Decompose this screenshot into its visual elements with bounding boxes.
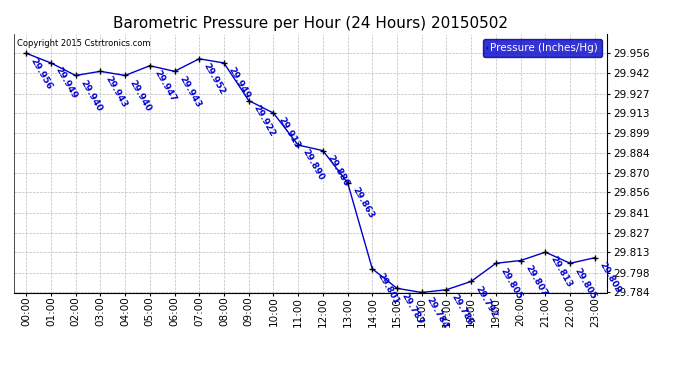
Legend: Pressure (Inches/Hg): Pressure (Inches/Hg) [483,39,602,57]
Text: 29.863: 29.863 [351,185,375,220]
Text: 29.952: 29.952 [202,62,227,96]
Text: 29.940: 29.940 [79,78,103,113]
Text: 29.922: 29.922 [251,103,277,138]
Text: 29.913: 29.913 [276,116,302,150]
Text: Copyright 2015 Cstrtronics.com: Copyright 2015 Cstrtronics.com [17,39,150,48]
Text: 29.787: 29.787 [400,291,425,326]
Title: Barometric Pressure per Hour (24 Hours) 20150502: Barometric Pressure per Hour (24 Hours) … [113,16,508,31]
Text: 29.792: 29.792 [474,284,500,319]
Text: 29.807: 29.807 [524,263,549,298]
Text: 29.949: 29.949 [54,66,79,100]
Text: 29.886: 29.886 [326,153,351,188]
Text: 29.805: 29.805 [573,266,598,300]
Text: 29.943: 29.943 [177,74,203,109]
Text: 29.813: 29.813 [548,255,573,290]
Text: 29.809: 29.809 [598,261,623,295]
Text: 29.801: 29.801 [375,272,400,306]
Text: 29.890: 29.890 [301,148,326,182]
Text: 29.940: 29.940 [128,78,153,113]
Text: 29.943: 29.943 [103,74,128,109]
Text: 29.805: 29.805 [499,266,524,300]
Text: 29.947: 29.947 [152,69,178,104]
Text: 29.786: 29.786 [449,292,475,327]
Text: 29.949: 29.949 [227,66,252,100]
Text: 29.956: 29.956 [29,56,55,91]
Text: 29.784: 29.784 [424,295,450,330]
